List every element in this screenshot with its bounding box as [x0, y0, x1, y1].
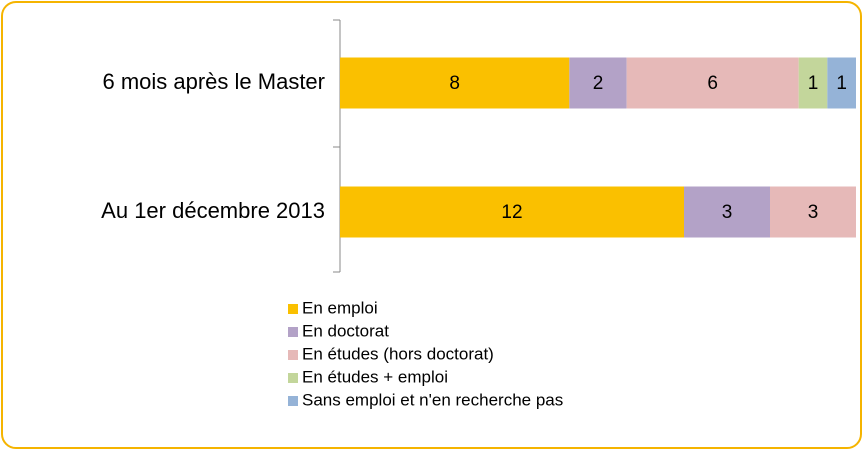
- legend-swatch: [288, 396, 298, 406]
- bar-segment: [770, 186, 856, 238]
- bar-segment: [340, 57, 570, 109]
- legend-swatch: [288, 373, 298, 383]
- data-label: 1: [808, 73, 819, 94]
- legend-swatch: [288, 327, 298, 337]
- bar-segment: [340, 186, 684, 238]
- bar-segment: [684, 186, 770, 238]
- bar-segment: [827, 57, 856, 109]
- legend-swatch: [288, 350, 298, 360]
- legend-label: En emploi: [302, 298, 378, 317]
- legend-label: En études (hors doctorat): [302, 344, 494, 363]
- data-label: 8: [449, 73, 460, 94]
- bar-segment: [798, 57, 828, 109]
- data-label: 1: [836, 73, 847, 94]
- data-label: 3: [808, 202, 819, 223]
- data-label: 2: [593, 73, 604, 94]
- legend-swatch: [288, 304, 298, 314]
- bar-segment: [626, 57, 799, 109]
- data-label: 3: [722, 202, 733, 223]
- data-label: 6: [707, 73, 718, 94]
- legend-label: En études + emploi: [302, 367, 448, 386]
- category-label: Au 1er décembre 2013: [101, 198, 325, 223]
- bar-segment: [569, 57, 627, 109]
- legend-label: Sans emploi et n'en recherche pas: [302, 390, 563, 409]
- legend-label: En doctorat: [302, 321, 389, 340]
- category-label: 6 mois après le Master: [102, 69, 325, 94]
- data-label: 12: [501, 202, 522, 223]
